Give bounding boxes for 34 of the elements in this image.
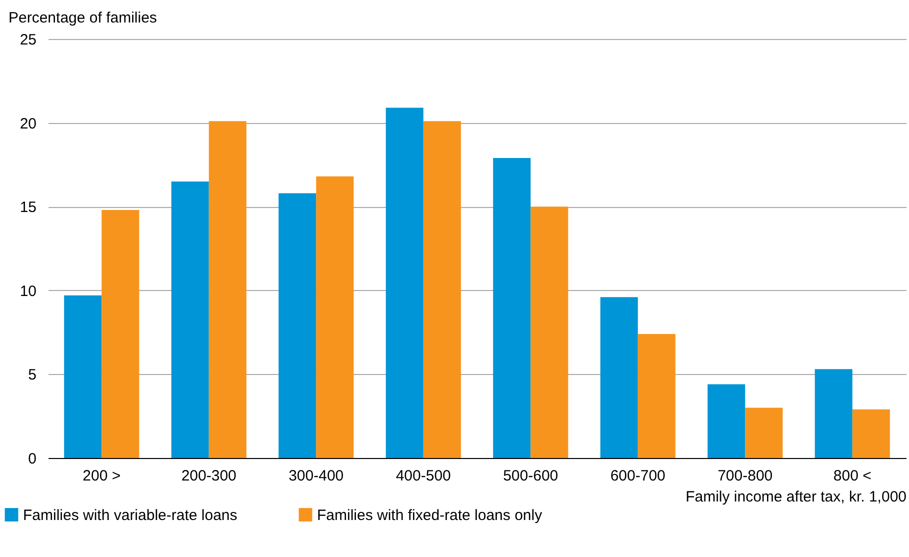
bar: [171, 181, 209, 458]
x-tick-label: 500-600: [503, 468, 558, 484]
bar: [638, 334, 676, 458]
bar: [530, 206, 568, 458]
bar: [102, 210, 140, 458]
x-tick-label: 600-700: [610, 468, 666, 484]
y-tick-label: 0: [28, 450, 36, 468]
bar: [208, 121, 246, 458]
y-tick-label: 10: [20, 282, 36, 300]
x-tick-label: 800 <: [833, 468, 872, 484]
y-tick-label: 20: [20, 115, 36, 132]
x-tick-label: 700-800: [718, 468, 773, 484]
bar: [278, 193, 316, 458]
x-axis-title: Family income after tax, kr. 1,000: [686, 488, 906, 506]
y-tick-label: 25: [20, 32, 36, 48]
bar: [745, 408, 783, 458]
bar: [64, 295, 102, 458]
y-tick-label: 15: [20, 199, 36, 216]
bar: [852, 409, 890, 458]
x-tick-label: 200 >: [82, 468, 121, 484]
bar: [386, 108, 424, 458]
legend-label: Families with fixed-rate loans only: [317, 506, 543, 524]
y-tick-label: 5: [28, 366, 36, 384]
x-tick-label: 400-500: [396, 468, 451, 484]
x-tick-label: 200-300: [181, 468, 236, 484]
y-axis-title: Percentage of families: [8, 10, 157, 26]
bar: [493, 158, 531, 458]
bar: [600, 297, 638, 458]
bar: [708, 384, 746, 458]
bar: [814, 369, 852, 458]
x-tick-label: 300-400: [288, 468, 344, 484]
legend-label: Families with variable-rate loans: [23, 506, 238, 524]
bar: [316, 176, 354, 458]
bar: [423, 121, 461, 458]
